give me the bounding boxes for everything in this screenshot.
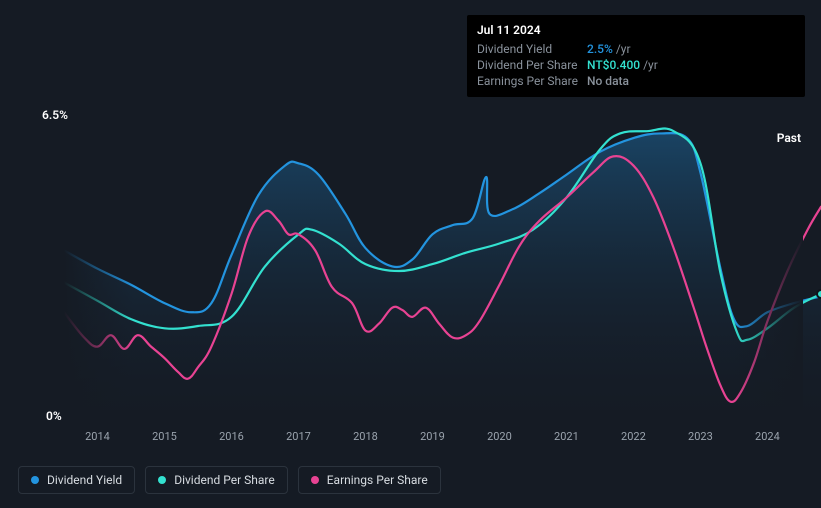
x-tick: 2022 [621, 430, 646, 443]
tooltip-row: Dividend Yield2.5%/yr [477, 41, 795, 57]
x-tick: 2015 [152, 430, 177, 443]
past-label: Past [777, 131, 801, 145]
chart-plot-area[interactable] [64, 122, 821, 420]
tooltip-row: Dividend Per ShareNT$0.400/yr [477, 57, 795, 73]
tooltip-row-unit: /yr [616, 42, 631, 56]
tooltip-row-label: Earnings Per Share [477, 74, 587, 88]
chart-legend: Dividend Yield Dividend Per Share Earnings… [18, 466, 441, 494]
tooltip-row-label: Dividend Per Share [477, 58, 587, 72]
chart-tooltip: Jul 11 2024 Dividend Yield2.5%/yrDividen… [467, 15, 805, 97]
tooltip-date: Jul 11 2024 [477, 21, 795, 41]
x-tick: 2017 [286, 430, 311, 443]
x-tick: 2016 [219, 430, 244, 443]
tooltip-row-value: NT$0.400 [587, 58, 640, 72]
legend-dot-icon [31, 476, 39, 484]
tooltip-row-value: 2.5% [587, 42, 613, 56]
legend-item-label: Earnings Per Share [327, 473, 428, 487]
x-tick: 2023 [688, 430, 713, 443]
x-tick: 2021 [554, 430, 579, 443]
legend-dot-icon [158, 476, 166, 484]
tooltip-row-label: Dividend Yield [477, 42, 587, 56]
legend-item-label: Dividend Per Share [174, 473, 275, 487]
x-tick: 2018 [353, 430, 378, 443]
tooltip-row-value: No data [587, 74, 629, 88]
tooltip-row-unit: /yr [643, 58, 658, 72]
legend-item-dividend-per-share[interactable]: Dividend Per Share [145, 466, 288, 494]
chart-svg [64, 122, 821, 420]
x-axis: 2014 2015 2016 2017 2018 2019 2020 2021 2022 2023… [64, 430, 821, 450]
x-tick: 2019 [420, 430, 445, 443]
legend-item-label: Dividend Yield [47, 473, 122, 487]
legend-dot-icon [311, 476, 319, 484]
x-tick: 2014 [85, 430, 110, 443]
legend-item-dividend-yield[interactable]: Dividend Yield [18, 466, 135, 494]
tooltip-row: Earnings Per ShareNo data [477, 73, 795, 89]
y-axis-max-label: 6.5% [42, 108, 68, 122]
legend-item-earnings-per-share[interactable]: Earnings Per Share [298, 466, 441, 494]
x-tick: 2020 [487, 430, 512, 443]
y-axis-min-label: 0% [46, 409, 62, 423]
series-end-marker [816, 289, 821, 299]
x-tick: 2024 [755, 430, 780, 443]
